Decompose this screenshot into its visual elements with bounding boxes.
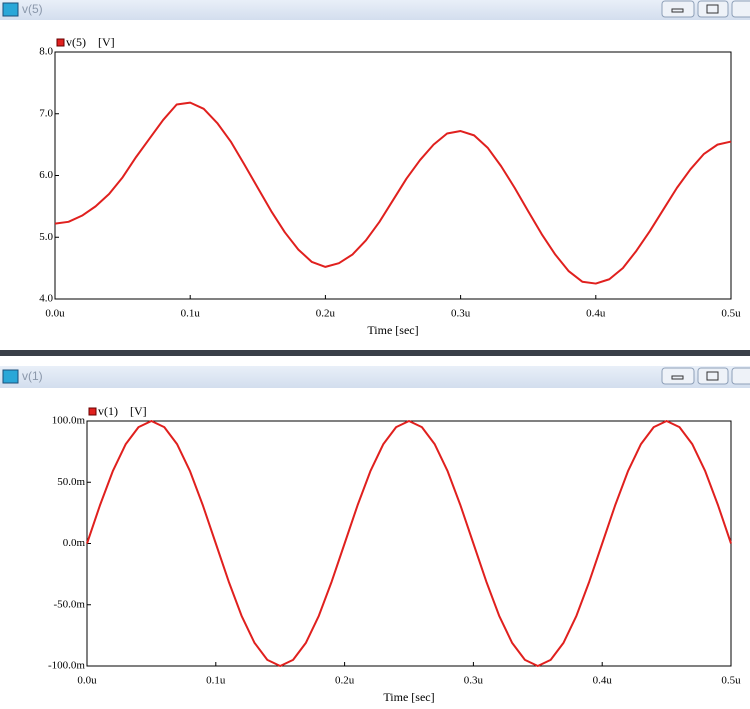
title-bar xyxy=(0,0,750,20)
x-axis-label: Time [sec] xyxy=(383,690,434,704)
y-tick-label: -50.0m xyxy=(54,598,86,610)
maximize-button[interactable] xyxy=(697,0,729,18)
legend-label: v(1) xyxy=(98,404,118,418)
y-tick-label: 100.0m xyxy=(52,415,86,427)
x-tick-label: 0.2u xyxy=(316,308,336,320)
y-tick-label: 7.0 xyxy=(39,107,53,119)
x-tick-label: 0.1u xyxy=(181,308,201,320)
close-button[interactable] xyxy=(731,367,750,385)
x-tick-label: 0.3u xyxy=(464,675,484,687)
maximize-button[interactable] xyxy=(697,367,729,385)
window-title: v(1) xyxy=(22,369,43,383)
y-tick-label: 5.0 xyxy=(39,231,53,243)
close-button[interactable] xyxy=(731,0,750,18)
x-tick-label: 0.0u xyxy=(77,675,97,687)
x-tick-label: 0.5u xyxy=(721,675,741,687)
x-tick-label: 0.5u xyxy=(721,308,741,320)
y-tick-label: 4.0 xyxy=(39,293,53,305)
y-tick-label: -100.0m xyxy=(48,660,85,672)
x-tick-label: 0.3u xyxy=(451,308,471,320)
x-tick-label: 0.2u xyxy=(335,675,355,687)
plot-frame xyxy=(54,51,732,300)
minimize-button[interactable] xyxy=(661,367,695,385)
y-tick-label: 0.0m xyxy=(63,537,86,549)
window: v(1) xyxy=(0,366,750,388)
legend-swatch xyxy=(56,38,65,47)
minimize-button[interactable] xyxy=(661,0,695,18)
legend-label: v(5) xyxy=(66,35,86,49)
window-divider xyxy=(0,350,750,356)
x-tick-label: 0.1u xyxy=(206,675,226,687)
window: v(5) xyxy=(0,0,750,20)
series-line xyxy=(86,420,732,667)
x-tick-label: 0.4u xyxy=(593,675,613,687)
y-tick-label: 50.0m xyxy=(57,476,85,488)
y-axis-label: [V] xyxy=(98,35,115,49)
legend-swatch xyxy=(88,407,97,416)
y-tick-label: 6.0 xyxy=(39,169,53,181)
series-line xyxy=(54,101,732,285)
x-tick-label: 0.4u xyxy=(586,308,606,320)
title-bar xyxy=(0,366,750,388)
x-tick-label: 0.0u xyxy=(45,308,65,320)
y-tick-label: 8.0 xyxy=(39,46,53,58)
window-icon xyxy=(2,369,19,384)
window-title: v(5) xyxy=(22,2,43,16)
window-icon xyxy=(2,2,19,17)
x-axis-label: Time [sec] xyxy=(367,323,418,337)
y-axis-label: [V] xyxy=(130,404,147,418)
